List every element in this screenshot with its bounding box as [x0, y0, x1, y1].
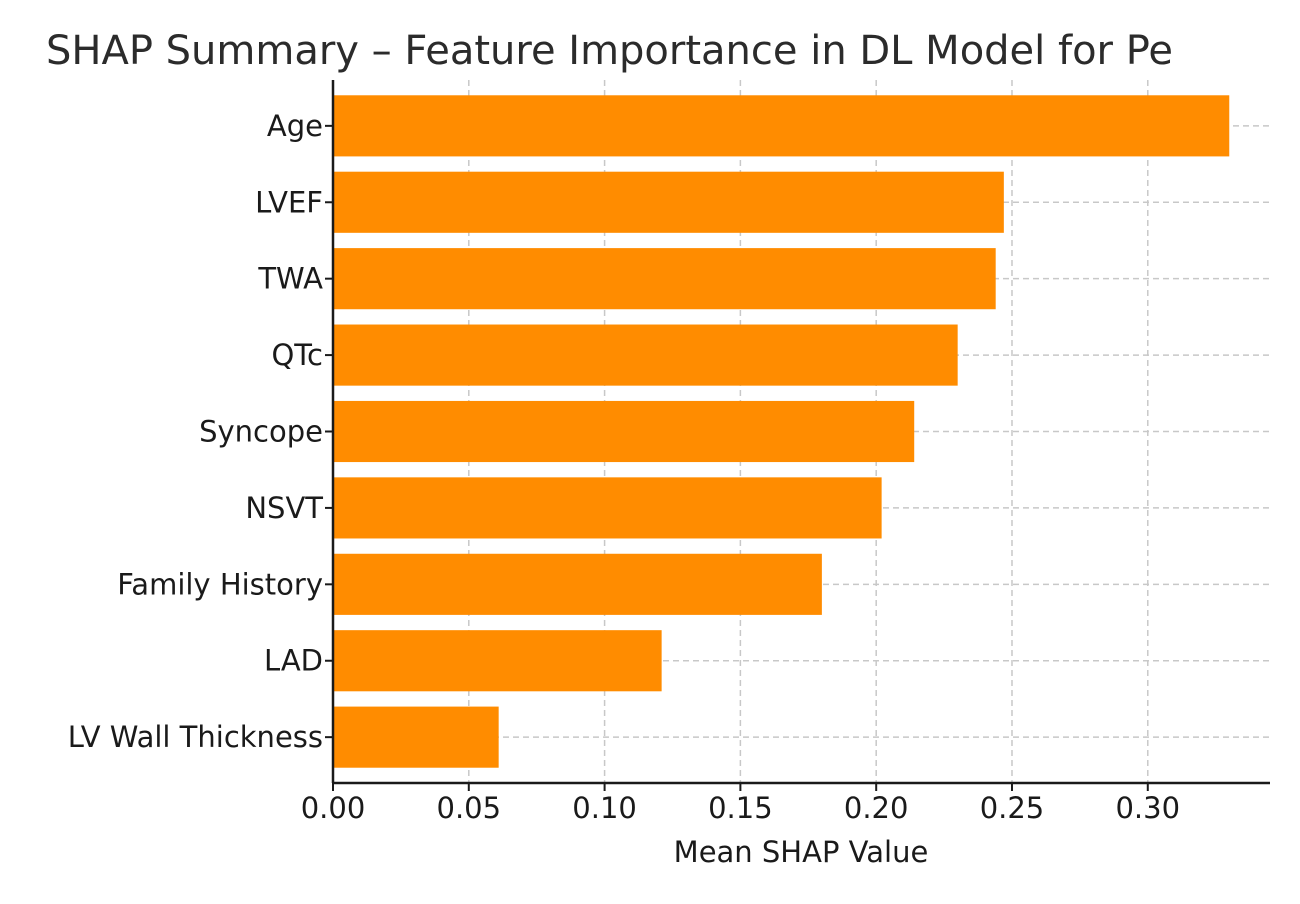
bar-age	[333, 95, 1230, 157]
bar-syncope	[333, 400, 915, 463]
bar-lad	[333, 630, 662, 692]
bar-nsvt	[333, 477, 882, 539]
bar-lvef	[333, 171, 1004, 233]
y-tick-label: LV Wall Thickness	[68, 720, 323, 754]
y-tick-label: QTc	[271, 338, 323, 372]
y-tick-label: TWA	[257, 262, 323, 296]
x-tick-label: 0.10	[572, 791, 637, 825]
bar-qtc	[333, 324, 958, 386]
bars-layer	[333, 95, 1230, 768]
y-tick-label: NSVT	[245, 491, 323, 525]
bar-family-history	[333, 553, 822, 615]
y-tick-label: LVEF	[255, 185, 323, 219]
bar-lv-wall-thickness	[333, 706, 499, 768]
bar-twa	[333, 248, 996, 310]
y-tick-label: LAD	[264, 644, 323, 678]
x-tick-label: 0.20	[844, 791, 909, 825]
x-tick-label: 0.05	[437, 791, 502, 825]
y-tick-label: Syncope	[199, 415, 323, 449]
chart-title: SHAP Summary – Feature Importance in DL …	[46, 28, 1173, 74]
x-tick-label: 0.25	[980, 791, 1045, 825]
x-tick-label: 0.15	[708, 791, 773, 825]
x-tick-label: 0.30	[1115, 791, 1180, 825]
y-tick-label: Age	[267, 109, 323, 143]
y-tick-label: Family History	[117, 567, 323, 601]
x-axis-label: Mean SHAP Value	[674, 835, 929, 869]
ticks-layer: 0.00 0.05 0.10 0.15 0.20 0.25 0.30 Age LVEF TWA QT…	[68, 109, 1180, 825]
x-tick-label: 0.00	[301, 791, 366, 825]
